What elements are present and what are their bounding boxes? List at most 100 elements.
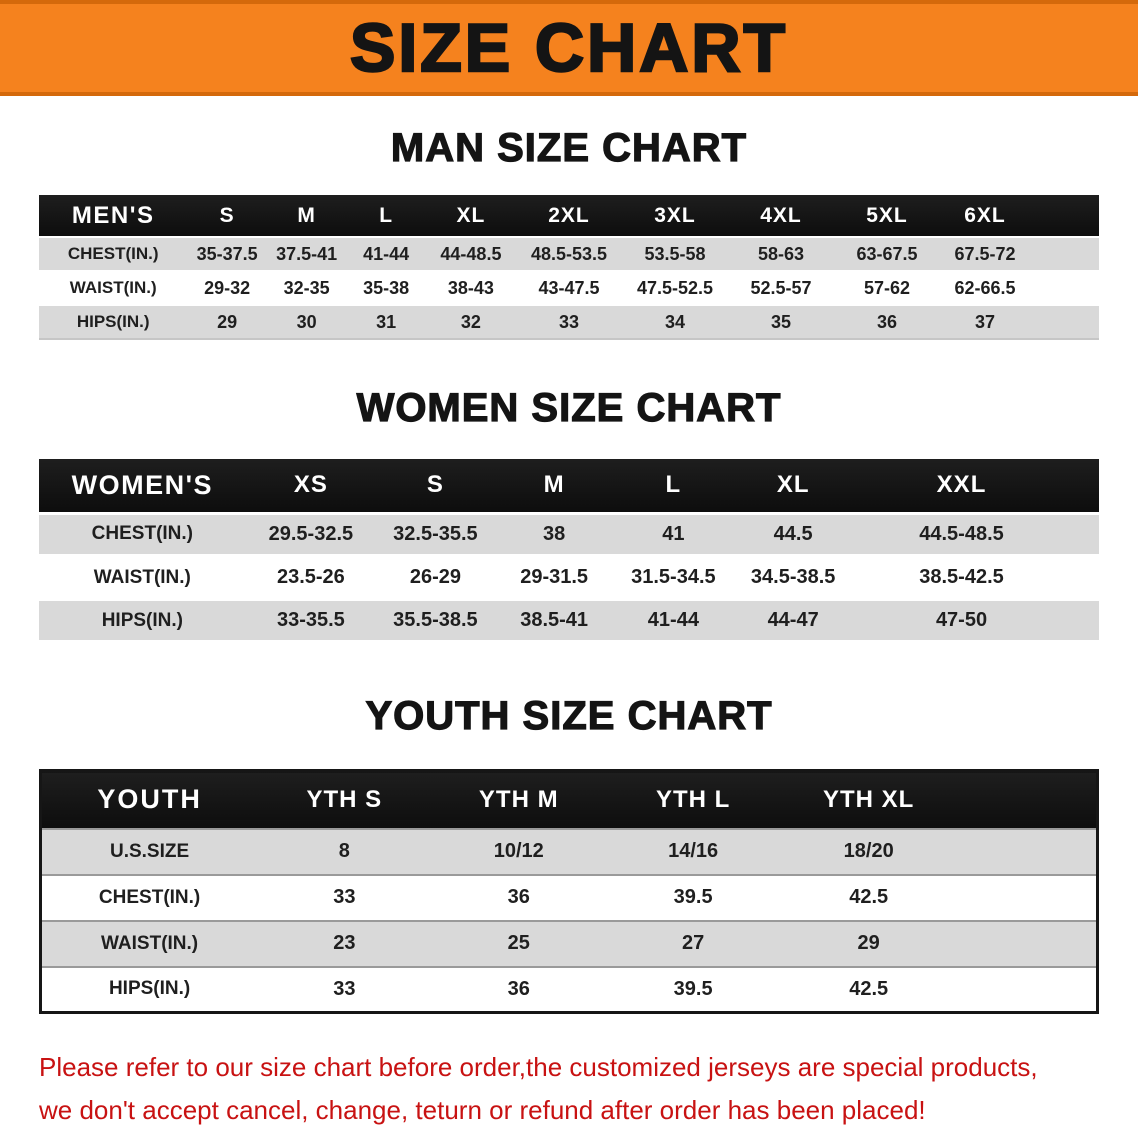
size-value: 38.5-41 (494, 599, 614, 642)
table-header-row: MEN'S S M L XL 2XL 3XL 4XL 5XL 6XL (39, 195, 1099, 237)
size-value: 32-35 (266, 271, 347, 305)
size-value: 29-31.5 (494, 556, 614, 599)
size-value: 8 (257, 828, 432, 875)
size-column-header: L (613, 459, 734, 513)
men-section-heading: MAN SIZE CHART (390, 125, 748, 170)
size-column-header: S (376, 459, 495, 513)
row-label: WAIST(IN.) (39, 556, 246, 599)
page-title: SIZE CHART (349, 10, 788, 86)
size-value: 42.5 (780, 966, 1098, 1013)
size-value: 31 (346, 305, 426, 339)
size-value: 41 (613, 513, 734, 556)
row-label: CHEST(IN.) (39, 513, 246, 556)
size-value: 38 (494, 513, 614, 556)
size-value: 37.5-41 (266, 237, 347, 271)
size-column-header: XL (733, 459, 854, 513)
size-value: 32.5-35.5 (376, 513, 495, 556)
men-size-table: MEN'S S M L XL 2XL 3XL 4XL 5XL 6XL CHEST(IN.) 35-37… (39, 195, 1099, 340)
size-value: 62-66.5 (939, 271, 1099, 305)
order-notice: Please refer to our size chart before or… (39, 1046, 1099, 1132)
table-row: U.S.SIZE 8 10/12 14/16 18/20 (40, 828, 1098, 875)
size-column-header: 3XL (621, 195, 728, 237)
size-value: 47.5-52.5 (621, 271, 728, 305)
size-value: 33 (515, 305, 622, 339)
size-value: 29-32 (187, 271, 267, 305)
youth-section: YOUTH SIZE CHART YOUTH YTH S YTH M YTH L YTH… (0, 693, 1138, 1014)
size-value: 43-47.5 (515, 271, 622, 305)
size-value: 31.5-34.5 (613, 556, 734, 599)
size-value: 23.5-26 (245, 556, 377, 599)
size-value: 44.5 (733, 513, 854, 556)
women-section-heading: WOMEN SIZE CHART (356, 385, 782, 430)
size-column-header: 6XL (939, 195, 1099, 237)
size-value: 44-48.5 (425, 237, 516, 271)
size-column-header: 2XL (515, 195, 622, 237)
table-row: HIPS(IN.) 33-35.5 35.5-38.5 38.5-41 41-44 44-… (39, 599, 1099, 642)
table-header-row: YOUTH YTH S YTH M YTH L YTH XL (40, 770, 1098, 829)
size-column-header: M (266, 195, 347, 237)
size-value: 32 (425, 305, 516, 339)
size-column-header: M (494, 459, 614, 513)
size-value: 52.5-57 (727, 271, 834, 305)
size-value: 38.5-42.5 (853, 556, 1099, 599)
youth-section-heading: YOUTH SIZE CHART (365, 693, 773, 738)
size-value: 29.5-32.5 (245, 513, 377, 556)
size-value: 35.5-38.5 (376, 599, 495, 642)
size-value: 39.5 (605, 874, 781, 921)
size-column-header: YTH XL (780, 770, 1098, 829)
table-header-row: WOMEN'S XS S M L XL XXL (39, 459, 1099, 513)
size-column-header: YTH L (605, 770, 781, 829)
size-value: 57-62 (833, 271, 940, 305)
size-value: 34.5-38.5 (733, 556, 854, 599)
row-label: WAIST(IN.) (39, 271, 188, 305)
size-value: 35-37.5 (187, 237, 267, 271)
size-value: 29 (187, 305, 267, 339)
size-value: 26-29 (376, 556, 495, 599)
youth-size-table: YOUTH YTH S YTH M YTH L YTH XL U.S.SIZE 8 10/12… (39, 769, 1099, 1014)
notice-line-1: Please refer to our size chart before or… (39, 1052, 1038, 1082)
table-title-cell: MEN'S (39, 195, 188, 237)
size-value: 42.5 (780, 874, 1098, 921)
size-value: 53.5-58 (621, 237, 728, 271)
size-value: 58-63 (727, 237, 834, 271)
row-label: U.S.SIZE (40, 828, 258, 875)
table-row: WAIST(IN.) 23.5-26 26-29 29-31.5 31.5-34.5 34… (39, 556, 1099, 599)
size-column-header: XL (425, 195, 516, 237)
size-value: 39.5 (605, 966, 781, 1013)
size-value: 25 (431, 920, 606, 967)
size-value: 33 (257, 874, 432, 921)
size-value: 67.5-72 (939, 237, 1099, 271)
row-label: HIPS(IN.) (40, 966, 258, 1013)
women-size-table: WOMEN'S XS S M L XL XXL CHEST(IN.) 29.5-32.5 32.5… (39, 459, 1099, 644)
size-value: 36 (431, 874, 606, 921)
table-row: CHEST(IN.) 29.5-32.5 32.5-35.5 38 41 44.5 44.5… (39, 513, 1099, 556)
size-column-header: XS (245, 459, 377, 513)
size-value: 18/20 (780, 828, 1098, 875)
banner: SIZE CHART (0, 0, 1138, 96)
size-value: 38-43 (425, 271, 516, 305)
table-row: WAIST(IN.) 29-32 32-35 35-38 38-43 43-47.5 47.… (39, 271, 1099, 305)
size-value: 29 (780, 920, 1098, 967)
notice-line-2: we don't accept cancel, change, teturn o… (39, 1094, 926, 1125)
size-value: 14/16 (605, 828, 781, 875)
size-value: 41-44 (346, 237, 426, 271)
size-value: 10/12 (431, 828, 606, 875)
table-row: CHEST(IN.) 33 36 39.5 42.5 (40, 874, 1098, 921)
size-column-header: S (187, 195, 267, 237)
size-value: 63-67.5 (833, 237, 940, 271)
size-column-header: YTH M (431, 770, 606, 829)
table-row: HIPS(IN.) 33 36 39.5 42.5 (40, 966, 1098, 1013)
size-value: 30 (266, 305, 347, 339)
size-column-header: YTH S (257, 770, 432, 829)
row-label: CHEST(IN.) (40, 874, 258, 921)
size-value: 48.5-53.5 (515, 237, 622, 271)
row-label: CHEST(IN.) (39, 237, 188, 271)
row-label: WAIST(IN.) (40, 920, 258, 967)
women-section: WOMEN SIZE CHART WOMEN'S XS S M L XL XXL CHEST(… (0, 385, 1138, 644)
table-row: WAIST(IN.) 23 25 27 29 (40, 920, 1098, 967)
size-value: 47-50 (853, 599, 1099, 642)
size-value: 44-47 (733, 599, 854, 642)
size-value: 34 (621, 305, 728, 339)
size-value: 23 (257, 920, 432, 967)
